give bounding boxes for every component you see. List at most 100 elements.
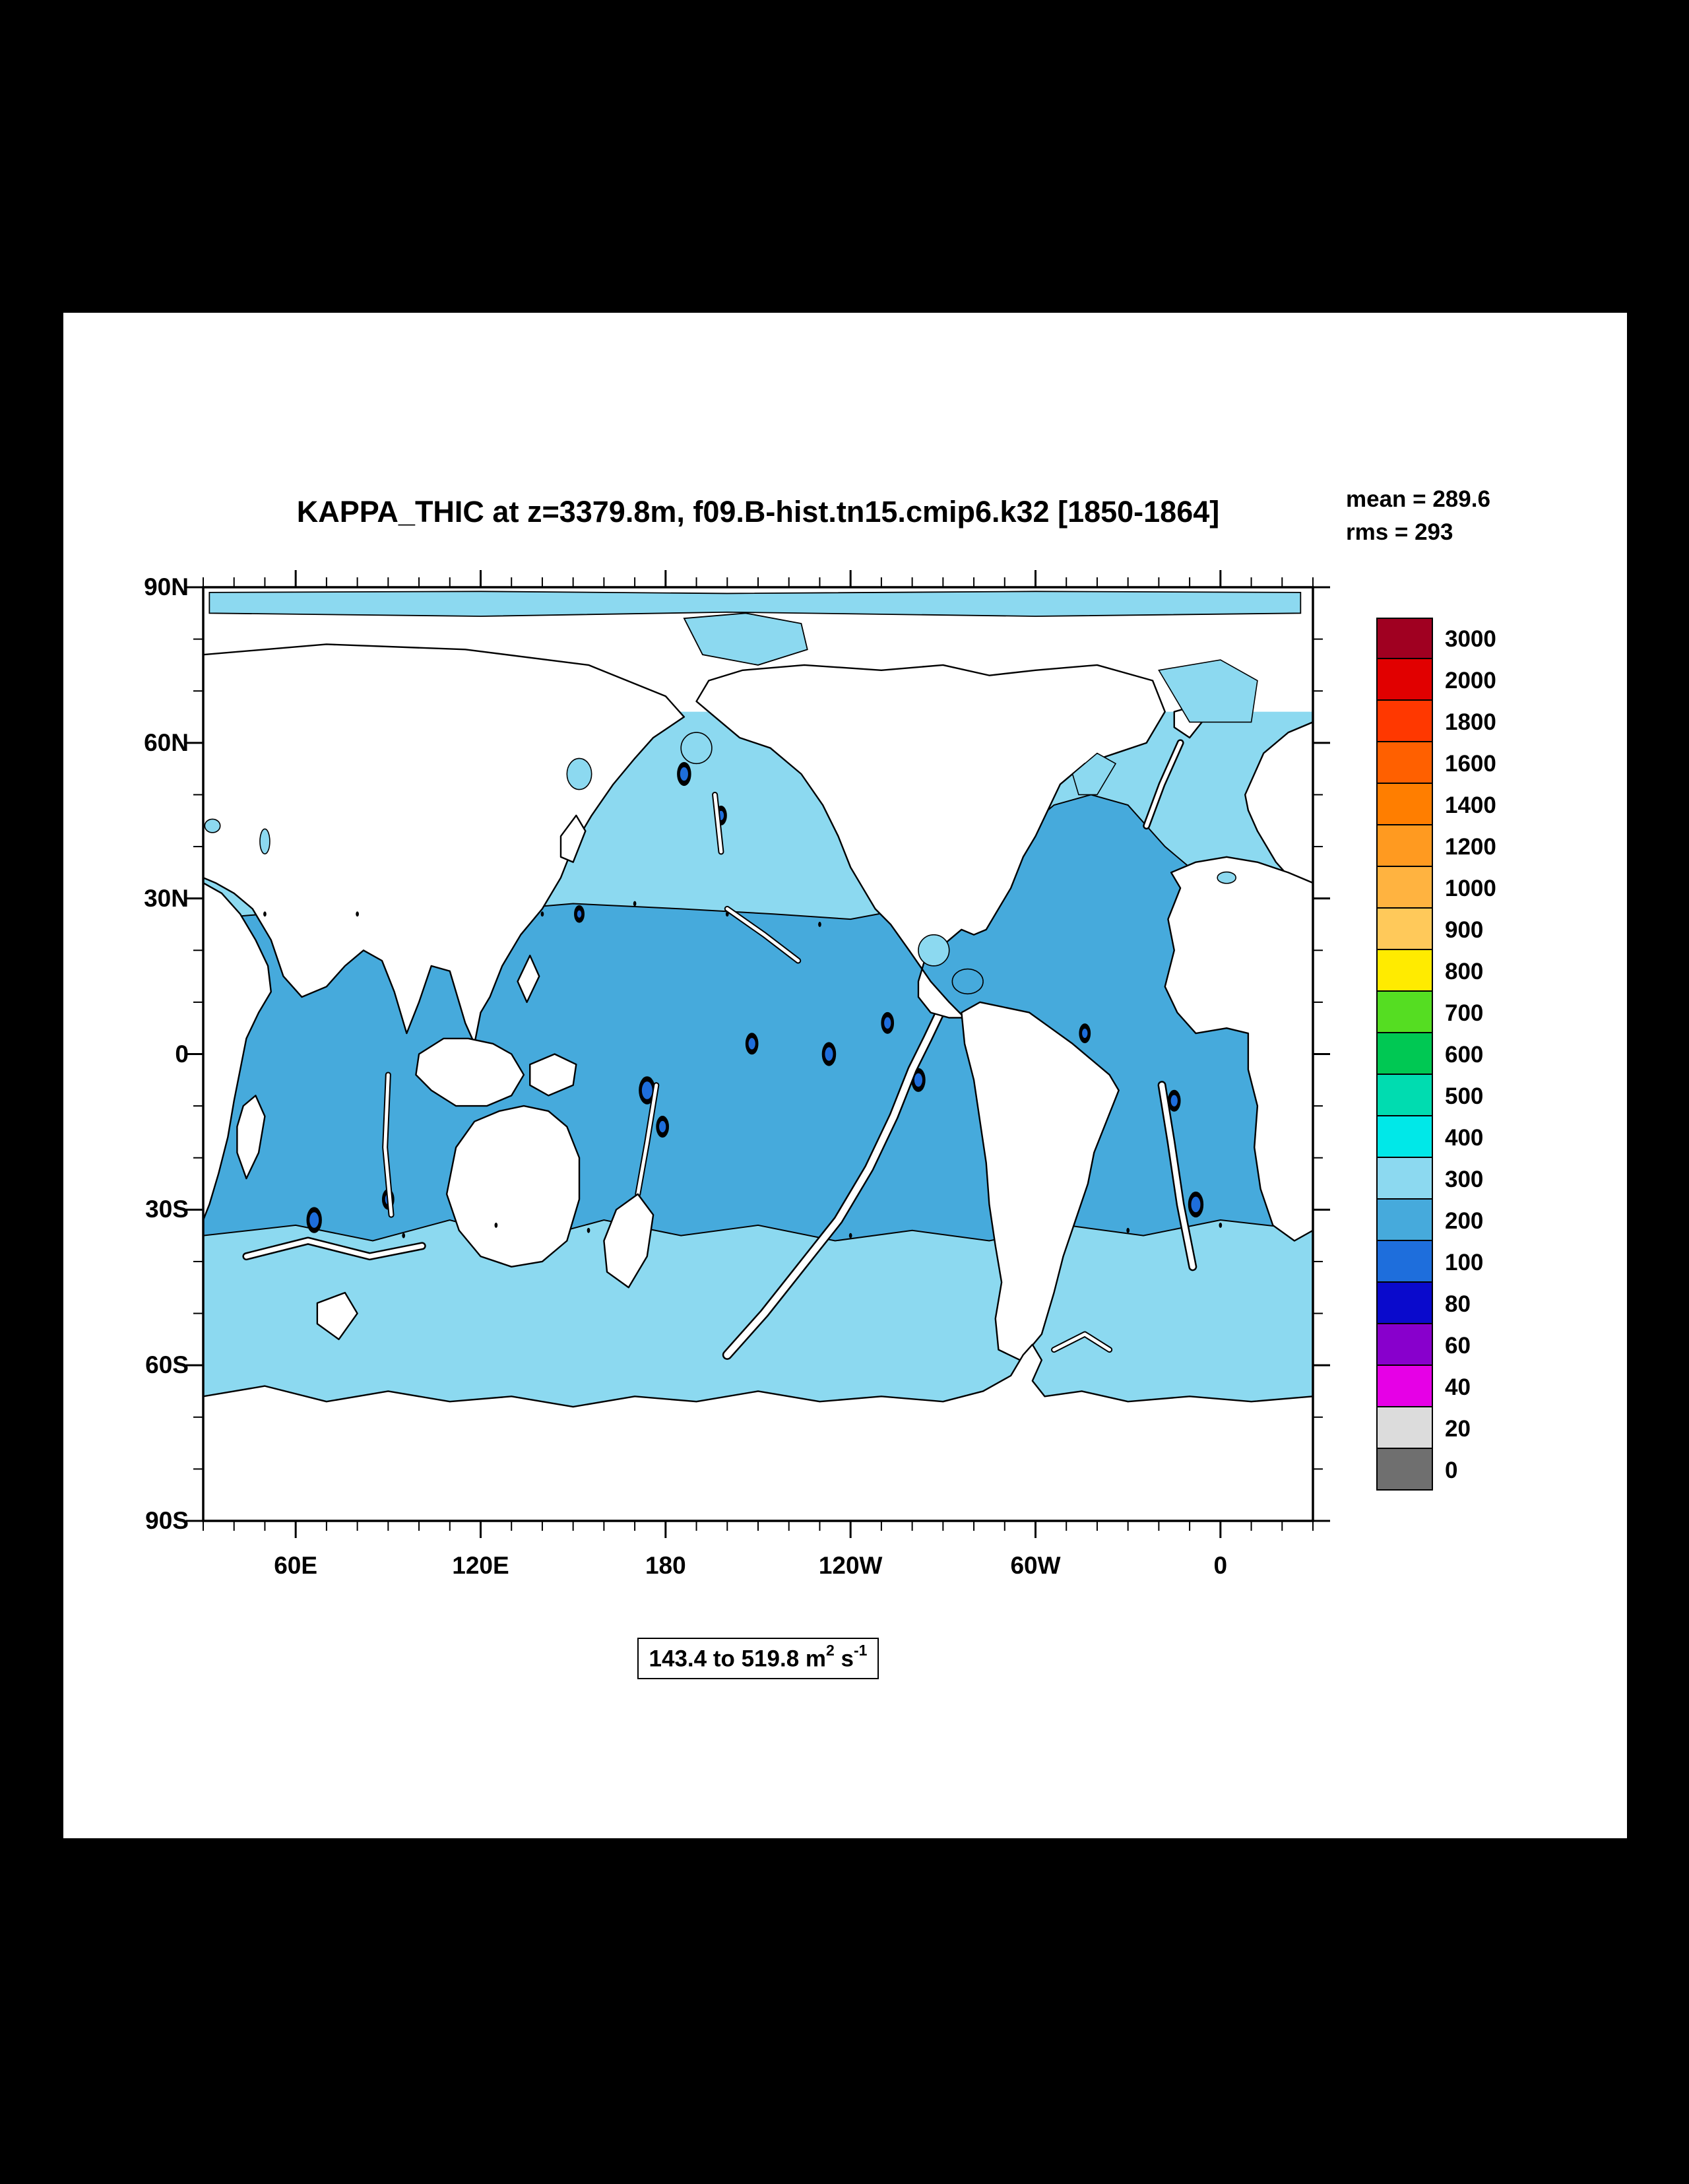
land-new-zealand [604,1194,653,1288]
colorbar-box-500 [1376,1075,1433,1116]
map-frame [202,586,1314,1522]
bering-sea [681,732,712,763]
colorbar-box-60 [1376,1324,1433,1366]
colorbar-box-800 [1376,950,1433,992]
lat-label-30N: 30N [144,884,189,912]
lon-label-60E: 60E [274,1552,318,1579]
range-caption-sup2: -1 [854,1642,868,1659]
lat-label-60N: 60N [144,728,189,756]
land-kerguelen-plateau [317,1293,358,1339]
reykjanes-ridge [1147,743,1180,826]
sea-pockets [205,660,1258,994]
land-north-america [697,665,1165,1018]
land-antarctica [203,1345,1313,1521]
lat-label-0: 0 [175,1040,189,1068]
lat-label-90S: 90S [145,1507,189,1534]
lat-label-60S: 60S [145,1351,189,1379]
land-eurasia [203,644,684,1043]
colorbar-label-1400: 1400 [1445,792,1496,818]
plot-title: KAPPA_THIC at z=3379.8m, f09.B-hist.tn15… [296,495,1220,529]
arctic-ocean [209,591,1300,665]
colorbar-box-300 [1376,1158,1433,1200]
range-caption: 143.4 to 519.8 m2 s-1 [637,1638,879,1679]
colorbar-label-60: 60 [1445,1332,1471,1359]
arctic-band [209,591,1300,616]
scotia-arc [1054,1334,1110,1350]
world-map [203,587,1313,1521]
land-africa-east [203,883,271,1220]
colorbar-box-2000 [1376,659,1433,701]
colorbar-label-0: 0 [1445,1457,1458,1483]
emperor-seamounts [715,794,721,851]
southwest-indian-ridge [246,1241,422,1257]
colorbar-box-1000 [1376,867,1433,909]
colorbar-label-3000: 3000 [1445,626,1496,652]
colorbar-label-1800: 1800 [1445,709,1496,735]
colorbar-label-20: 20 [1445,1415,1471,1442]
range-caption-sup1: 2 [826,1642,835,1659]
lat-label-30S: 30S [145,1196,189,1223]
colorbar-box-1600 [1376,742,1433,784]
land-australia [447,1106,579,1267]
land-masses [203,644,1313,1521]
colorbar-label-500: 500 [1445,1083,1484,1109]
mid-atlantic-ridge [1162,1085,1193,1267]
colorbar-box-100 [1376,1241,1433,1283]
lon-label-0: 0 [1213,1552,1228,1579]
colorbar-box-900 [1376,909,1433,950]
lon-label-120E: 120E [452,1552,509,1579]
colorbar-box-1200 [1376,825,1433,867]
colorbar-box-400 [1376,1116,1433,1158]
land-japan [561,816,585,862]
hawaiian-ridge [727,909,798,961]
colorbar-box-1800 [1376,701,1433,742]
canada-basin [684,613,808,665]
lon-label-120W: 120W [818,1552,883,1579]
colorbar-box-600 [1376,1033,1433,1075]
colorbar-label-300: 300 [1445,1166,1484,1192]
stats-block: mean = 289.6 rms = 293 [1346,483,1490,549]
lat-label-90N: 90N [144,573,189,600]
ninetyeast-ridge [385,1075,391,1215]
contour-speckles [263,901,1223,1238]
colorbar-box-40 [1376,1366,1433,1407]
colorbar-label-1600: 1600 [1445,750,1496,777]
colorbar: 3000 2000 1800 1600 1400 1200 1000 900 800 700 600… [1376,618,1496,1491]
colorbar-boxes [1376,618,1433,1491]
land-new-guinea [530,1054,576,1096]
lon-label-180: 180 [645,1552,686,1579]
colorbar-label-2000: 2000 [1445,667,1496,693]
colorbar-label-100: 100 [1445,1249,1484,1275]
rms-value: rms = 293 [1346,519,1453,545]
land-africa-west [1165,857,1313,1241]
range-caption-wrap: 143.4 to 519.8 m2 s-1 [203,1638,1313,1679]
tonga-ridge [638,1085,656,1194]
land-south-america [961,1002,1118,1360]
gulf-of-mexico [918,935,949,966]
mean-value: mean = 289.6 [1346,486,1490,512]
colorbar-box-3000 [1376,618,1433,659]
caspian-sea [260,829,270,854]
colorbar-label-900: 900 [1445,916,1484,943]
colorbar-box-1400 [1376,784,1433,825]
range-caption-main: 143.4 to 519.8 m [649,1646,827,1672]
colorbar-box-20 [1376,1407,1433,1449]
land-sunda-shelf [416,1039,524,1106]
colorbar-label-600: 600 [1445,1041,1484,1068]
colorbar-label-1000: 1000 [1445,875,1496,901]
colorbar-label-40: 40 [1445,1374,1471,1400]
lon-label-60W: 60W [1010,1552,1061,1579]
colorbar-box-80 [1376,1283,1433,1324]
range-caption-mid: s [834,1646,854,1672]
colorbar-label-1200: 1200 [1445,833,1496,860]
norwegian-sea [1159,660,1258,722]
land-philippines [518,955,540,1002]
sea-of-okhotsk [567,758,591,789]
colorbar-box-200 [1376,1200,1433,1241]
colorbar-label-80: 80 [1445,1291,1471,1317]
colorbar-label-400: 400 [1445,1124,1484,1151]
colorbar-label-800: 800 [1445,958,1484,984]
labrador-sea [1073,754,1116,795]
land-madagascar [237,1095,265,1178]
